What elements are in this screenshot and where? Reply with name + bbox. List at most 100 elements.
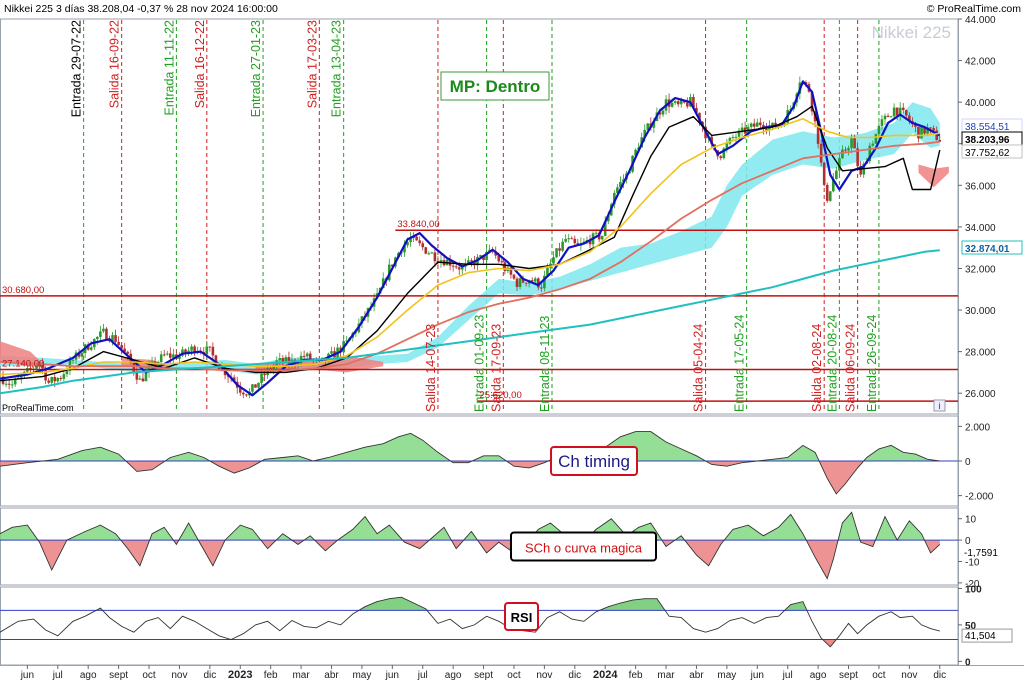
candle-body [749,123,753,127]
y-tick-label: 34.000 [965,223,996,234]
candle-body [232,377,236,382]
candle-body [822,162,826,185]
candle-body [929,127,932,129]
candle-body [804,82,808,85]
candle-body [856,148,859,167]
candle-body [208,346,212,348]
y-tick-label: 44.000 [965,15,996,26]
signal-label: Salida 16-12-22 [193,20,207,108]
x-tick-label: ago [810,670,827,681]
price-label-lower-box [961,144,1023,159]
candle-body [500,261,504,263]
x-tick-label: nov [901,670,917,681]
moving-average-line [0,105,941,382]
rsi-line [0,596,940,648]
candle-body [205,346,209,355]
candle-body [439,260,443,263]
candle-body [883,115,887,120]
candle-body [418,240,421,244]
candle-body [135,372,139,380]
candle-body [421,243,425,248]
candle-body [296,363,300,365]
candle-body [606,215,610,222]
candle-body [695,107,698,113]
y-tick-label: 32.000 [965,264,996,275]
candle-body [661,110,665,115]
candle-body [424,247,428,254]
signal-label: Entrada 20-08-24 [825,315,839,412]
candle-body [546,267,549,276]
candle-body [673,101,677,104]
signal-label: Salida 14-07-23 [424,324,438,412]
candle-body [7,383,11,385]
candle-body [543,275,546,289]
candle-body [433,252,437,262]
candle-body [828,191,832,201]
candle-body [260,373,263,383]
candle-body [908,115,911,122]
candle-body [308,353,312,360]
y-tick-label: 42.000 [965,57,996,68]
candle-body [771,122,774,126]
candle-body [692,97,695,108]
candle-body [144,371,148,382]
candle-body [302,355,306,357]
moving-average-line [0,140,940,372]
x-tick-label: jun [750,670,764,681]
candle-body [284,357,288,363]
horizontal-level-label: 27.140,00 [2,359,44,370]
candle-body [430,252,434,254]
candle-body [923,126,926,134]
candle-body [731,137,735,139]
y-tick-label: 28.000 [965,348,996,359]
y-tick-label: 0 [965,657,971,668]
candle-body [555,248,558,258]
candle-body [467,260,470,264]
candle-body [521,278,525,283]
candle-body [676,101,680,105]
candle-body [19,375,23,378]
x-tick-label: feb [264,670,278,681]
y-tick-label: 0 [965,536,971,547]
indicator-line [0,511,941,580]
candle-body [451,265,455,267]
signal-label: Entrada 13-04-23 [330,20,344,117]
signal-label: Entrada 11-11-22 [162,20,176,115]
candle-body [120,345,123,349]
info-icon[interactable] [933,399,946,412]
candle-body [305,353,309,357]
candle-body [102,328,105,332]
candle-body [470,260,473,262]
candle-body [835,170,838,179]
indicator-area-negative [0,461,940,494]
candle-body [540,287,543,289]
candle-body [193,346,196,353]
signal-label: Entrada 29-07-22 [70,20,84,117]
candle-body [190,346,193,351]
x-tick-label: oct [507,670,521,681]
price-label-lower: 37.752,62 [965,148,1010,159]
candle-body [123,348,126,352]
candle-body [734,136,738,138]
ichimoku-cloud-red [0,341,46,369]
moving-average-line [0,118,940,376]
x-tick-label: jul [52,670,63,681]
candle-body [50,377,54,383]
candle-body [238,387,242,393]
x-tick-label: 2024 [593,669,618,681]
candle-body [533,278,537,282]
candle-body [740,127,744,131]
candle-body [880,119,884,126]
brand-label: © ProRealTime.com [927,3,1022,15]
signal-label: Entrada 26-09-24 [865,315,879,412]
candle-body [41,362,44,369]
candle-body [728,137,732,144]
candle-body [737,130,741,137]
candle-body [537,278,540,288]
candle-body [567,238,571,240]
watermark: Nikkei 225 [872,23,951,42]
x-tick-label: dic [933,670,946,681]
candle-body [552,257,555,264]
x-tick-label: jul [417,670,428,681]
